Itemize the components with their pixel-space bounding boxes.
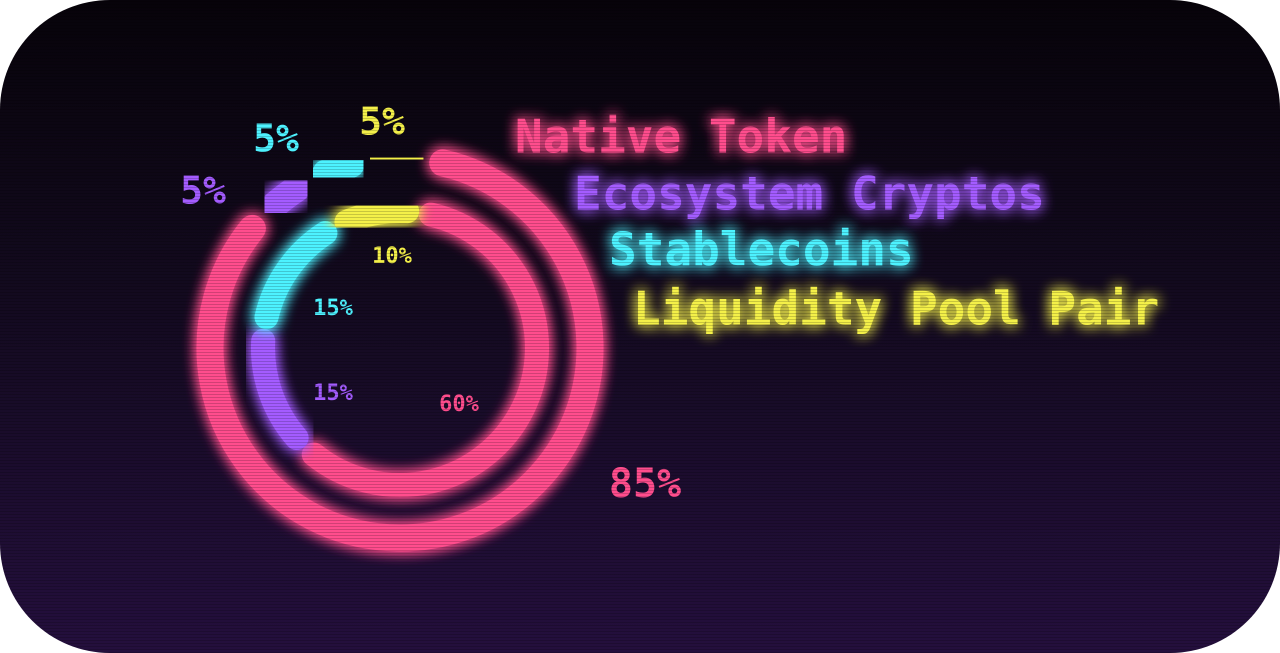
legend-item-stablecoins: Stablecoins	[609, 223, 914, 277]
donut-rings	[196, 144, 604, 552]
inner-label-ecosystem-cryptos: 15%	[313, 381, 353, 406]
legend-item-liquidity-pool-pair: Liquidity Pool Pair	[633, 282, 1159, 336]
outer-label-ecosystem-cryptos: 5%	[180, 169, 226, 213]
legend-item-native-token: Native Token	[515, 110, 847, 164]
outer-label-liquidity-pool-pair: 5%	[359, 100, 405, 144]
outer-ring-segment-stablecoins	[312, 150, 365, 187]
legend-item-ecosystem-cryptos: Ecosystem Cryptos	[574, 167, 1045, 221]
inner-ring-segment-native-token	[301, 202, 549, 497]
outer-label-stablecoins: 5%	[253, 117, 299, 161]
outer-label-native-token: 85%	[609, 461, 681, 507]
inner-label-native-token: 60%	[439, 392, 479, 417]
inner-label-liquidity-pool-pair: 10%	[372, 244, 412, 269]
outer-ring-segment-native-token	[196, 149, 604, 552]
inner-ring-segment-ecosystem-cryptos	[251, 328, 309, 450]
outer-ring-segment-liquidity-pool-pair	[369, 144, 424, 173]
outer-ring-segment-ecosystem-cryptos	[261, 175, 311, 219]
inner-ring-segment-liquidity-pool-pair	[334, 199, 420, 234]
inner-label-stablecoins: 15%	[313, 296, 353, 321]
percentage-labels: 85% 5% 5% 5% 60% 15% 15% 10%	[180, 100, 681, 508]
inner-ring-segment-stablecoins	[254, 221, 338, 330]
